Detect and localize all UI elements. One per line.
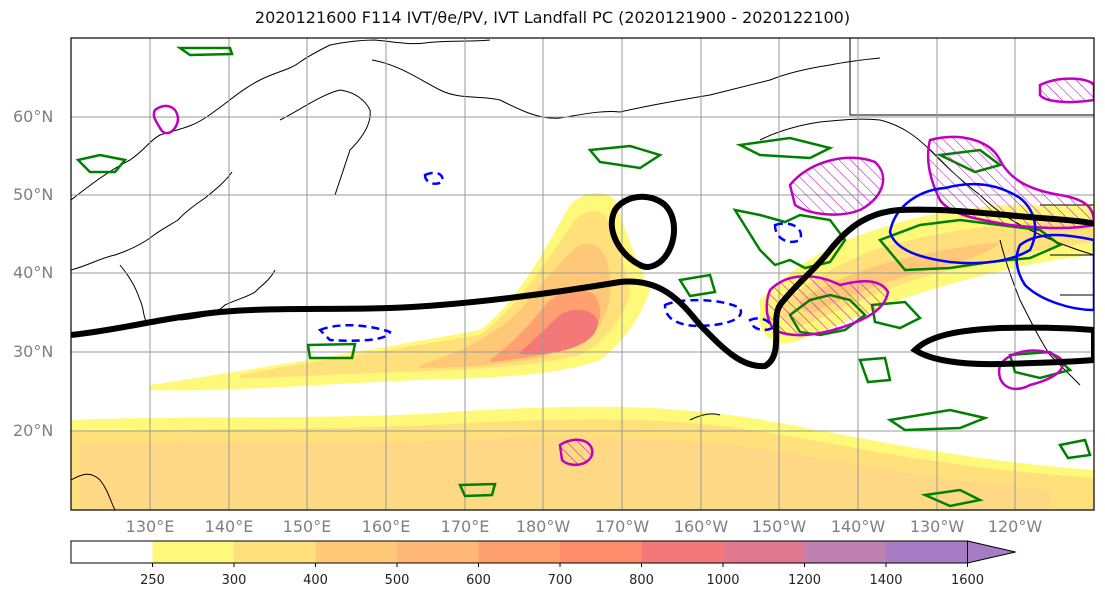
colorbar-swatch [71,541,153,563]
colorbar-swatch [397,541,479,563]
colorbar-swatch [804,541,887,563]
lon-label: 170°W [594,517,650,536]
lon-label: 150°W [751,517,807,536]
figure-title: 2020121600 F114 IVT/θe/PV, IVT Landfall … [254,8,851,27]
colorbar [70,540,1016,567]
lon-label: 130°E [125,517,175,536]
colorbar-label: 1200 [787,573,822,588]
colorbar-swatch [234,541,316,563]
colorbar-swatch [723,541,805,563]
lon-label: 130°W [909,517,965,536]
map-frame [70,37,1095,511]
colorbar-label: 300 [221,573,247,588]
ivt-landfall-pc-contours [71,193,1094,370]
colorbar-swatch [641,541,724,563]
graticule [71,38,1094,510]
colorbar-label: 1600 [950,573,985,588]
colorbar-label: 700 [547,573,573,588]
colorbar-label: 400 [303,573,328,588]
ivt-shading-main-plume [150,193,650,391]
colorbar-label: 800 [629,573,654,588]
colorbar-swatch [315,541,398,563]
colorbar-swatch [152,541,235,563]
colorbar-label: 250 [140,573,165,588]
colorbar-swatch [560,541,642,563]
lat-label: 60°N [13,107,54,126]
pv-negative-contours [317,171,1094,342]
lon-label: 160°E [361,517,411,536]
lon-label: 170°E [440,517,490,536]
lat-label: 20°N [13,421,54,440]
lon-label: 160°W [673,517,729,536]
lat-label: 30°N [13,342,54,361]
colorbar-swatch [478,541,561,563]
lon-label: 140°E [204,517,254,536]
lon-label: 140°W [830,517,886,536]
lat-label: 50°N [13,185,54,204]
colorbar-swatch [886,541,968,563]
lon-label: 180°W [515,517,571,536]
colorbar-label: 1400 [869,573,903,588]
pv-positive-contours [152,77,1094,467]
colorbar-label: 600 [466,573,491,588]
lon-label: 150°E [282,517,332,536]
colorbar-label: 1000 [706,573,740,588]
lat-label: 40°N [13,263,54,282]
colorbar-outline [70,540,968,564]
colorbar-label: 500 [384,573,410,588]
colorbar-extend-arrow [967,540,1016,564]
lon-label: 120°W [987,517,1043,536]
